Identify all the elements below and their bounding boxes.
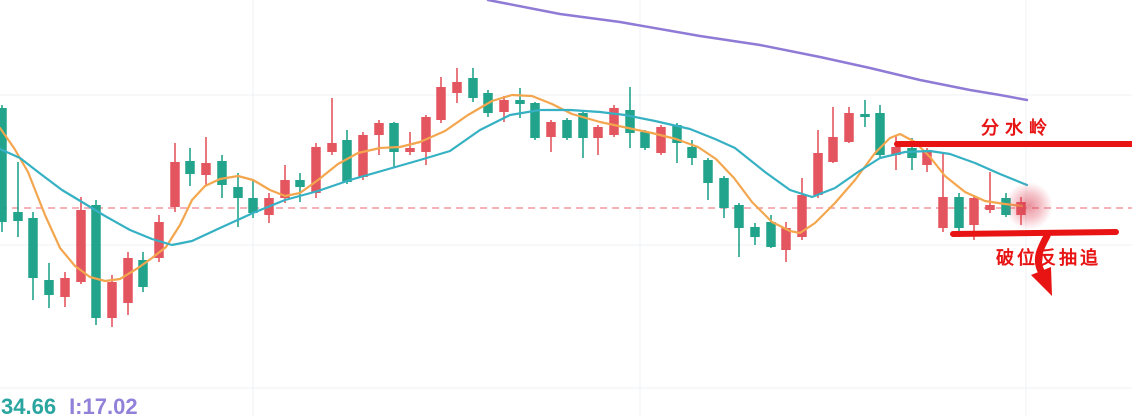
candle — [734, 203, 744, 257]
candle — [593, 125, 603, 155]
candle — [327, 98, 337, 155]
candle — [91, 200, 101, 325]
candle — [60, 272, 70, 307]
ma-teal — [0, 108, 1029, 247]
candle — [985, 172, 995, 213]
candle — [813, 130, 823, 198]
candle — [546, 120, 556, 152]
candle — [844, 107, 854, 143]
ma-purple — [486, 0, 1029, 102]
candle — [703, 158, 713, 200]
candle — [389, 122, 399, 167]
candle — [295, 173, 305, 202]
candle — [248, 180, 258, 218]
candle — [217, 155, 227, 198]
support-line-drawing[interactable] — [950, 229, 1119, 237]
candle — [28, 212, 38, 300]
candle — [107, 275, 117, 327]
candle — [358, 132, 368, 180]
candle — [530, 102, 540, 140]
candle — [656, 125, 666, 155]
candle — [280, 165, 290, 203]
candle — [452, 68, 462, 103]
candle — [625, 87, 635, 148]
highlight-spot — [1005, 182, 1053, 230]
candle — [609, 105, 619, 137]
candle — [750, 223, 760, 245]
candle — [342, 130, 352, 184]
moving-averages — [0, 0, 1029, 283]
candle — [828, 107, 838, 163]
candle — [311, 143, 321, 198]
candles — [0, 68, 1026, 327]
candle — [797, 178, 807, 240]
candle — [201, 137, 211, 185]
drawing-annotations[interactable] — [894, 141, 1132, 296]
ma-orange — [0, 93, 1024, 283]
candle — [860, 100, 870, 127]
down-arrow-drawing[interactable] — [1031, 232, 1052, 296]
candle — [938, 152, 948, 232]
watershed-annotation-label[interactable]: 分水岭 — [981, 118, 1053, 138]
candle — [0, 105, 7, 232]
candle — [719, 176, 729, 218]
candle — [672, 123, 682, 163]
indicator-value-teal: 34.66 — [1, 394, 57, 416]
candle — [468, 68, 478, 102]
candle — [436, 77, 446, 123]
candle — [954, 193, 964, 237]
candle — [233, 173, 243, 227]
candle — [44, 263, 54, 308]
candle — [640, 130, 650, 150]
candle — [123, 252, 133, 315]
candle — [185, 148, 195, 186]
candle — [170, 143, 180, 212]
breakdown-annotation-label[interactable]: 破位反抽追 — [996, 248, 1101, 268]
candle — [138, 252, 148, 292]
candle — [13, 162, 23, 237]
indicator-value-purple: I:17.02 — [69, 394, 138, 416]
candle — [891, 135, 901, 170]
indicator-legend: 34.66 I:17.02 — [1, 394, 138, 416]
candle — [562, 118, 572, 140]
